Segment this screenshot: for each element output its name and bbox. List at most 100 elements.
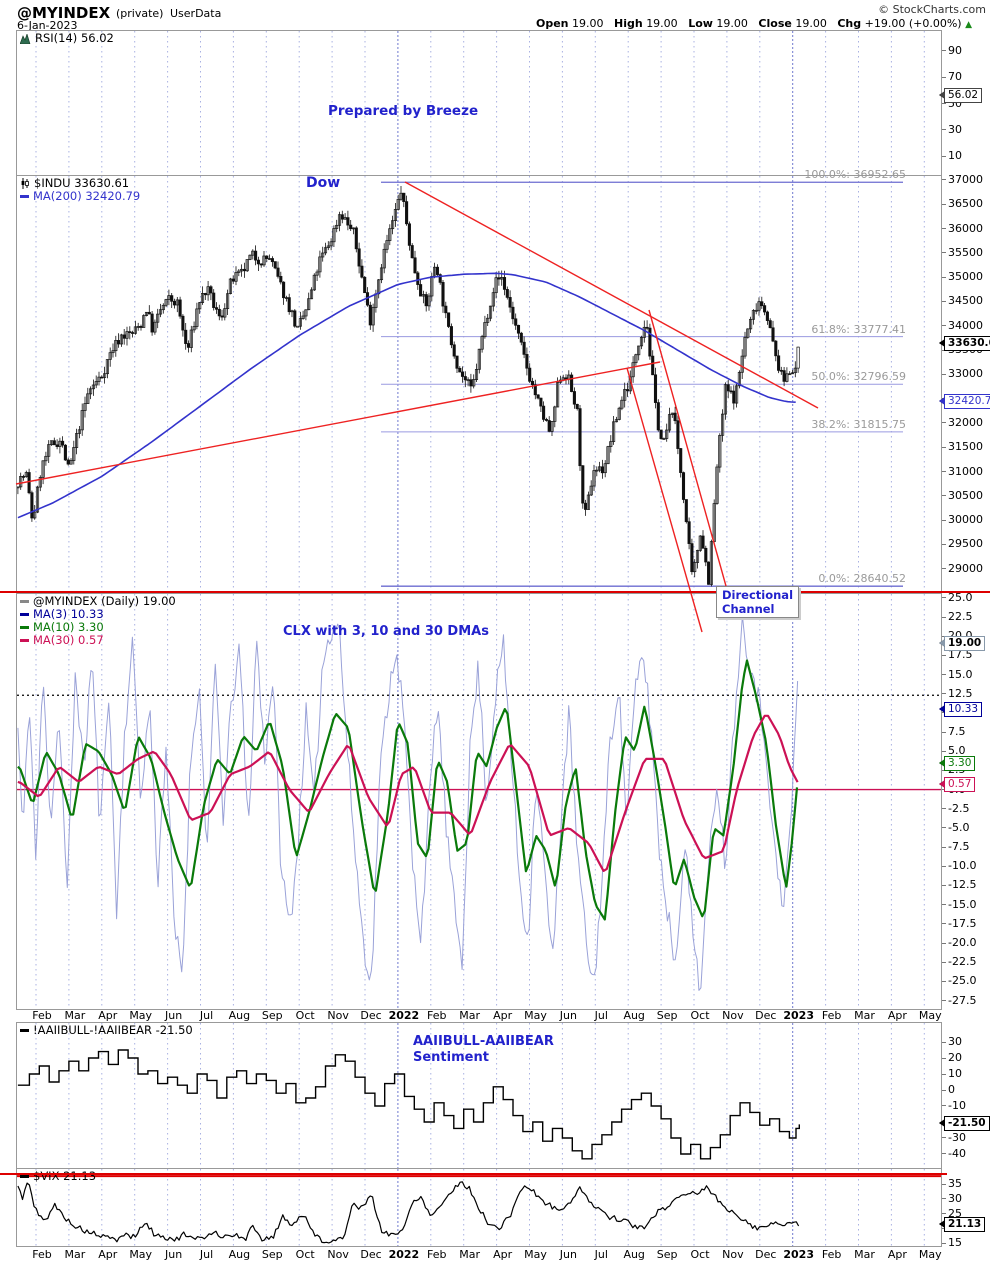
main-value-callout: 33630.61: [938, 335, 990, 351]
aaii-panel: [16, 1022, 942, 1170]
rsi-ytick: 10: [942, 149, 962, 162]
aaii-ytick: 10: [942, 1067, 962, 1080]
low-value: 19.00: [716, 17, 748, 30]
month-label-apr: Apr: [98, 1248, 118, 1261]
callout-notch: [939, 338, 945, 347]
clx-ytick: -17.5: [942, 917, 976, 930]
fib-label: 61.8%: 33777.41: [811, 322, 906, 336]
clx-ytick: 5.0: [942, 744, 966, 757]
symbol-privacy: (private): [116, 7, 164, 20]
symbol-title: @MYINDEX: [17, 4, 111, 22]
legend-text: $VIX 21.13: [33, 1169, 97, 1183]
main-ytick: 34500: [942, 294, 983, 307]
month-label-aug: Aug: [623, 1009, 645, 1022]
open-value: 19.00: [572, 17, 604, 30]
month-label-aug: Aug: [228, 1009, 251, 1022]
month-axis-top: Feb Mar Apr May Jun Jul Aug Sep Oct Nov Dec 2022 Feb…: [16, 1008, 941, 1022]
month-label-jun: Jun: [559, 1248, 577, 1261]
main-legend-swatch: [20, 195, 29, 198]
main-ytick: 37000: [942, 173, 983, 186]
channel-label-line1: Directional: [722, 588, 794, 602]
month-label-aug: Aug: [623, 1248, 645, 1261]
directional-channel-callout: Directional Channel: [716, 586, 800, 618]
month-label-oct: Oct: [295, 1248, 315, 1261]
month-label-dec: Dec: [360, 1009, 382, 1022]
clx-ytick: -2.5: [942, 802, 969, 815]
dow-annotation: Dow: [306, 175, 341, 191]
clx-legend-swatch: [20, 626, 29, 629]
clx-ytick: 15.0: [942, 668, 973, 681]
vix-ytick: 35: [942, 1177, 962, 1190]
clx-value-callout: 3.30: [938, 756, 976, 772]
main-ytick: 32000: [942, 416, 983, 429]
clx-ytick: -25.0: [942, 974, 976, 987]
close-label: Close: [758, 17, 792, 30]
month-label-may: May: [129, 1248, 153, 1261]
clx-plot: [17, 594, 941, 1009]
month-label-2023: 2023: [783, 1009, 814, 1022]
clx-ytick: -5.0: [942, 821, 969, 834]
callout-notch: [939, 705, 945, 714]
area-icon: [19, 32, 31, 44]
clx-legend: @MYINDEX (Daily) 19.00 MA(3) 10.33 MA(10) …: [20, 595, 176, 647]
high-label: High: [614, 17, 643, 30]
clx-ytick: 17.5: [942, 648, 973, 661]
rsi-legend-row: RSI(14) 56.02: [19, 31, 114, 45]
month-label-nov: Nov: [327, 1248, 349, 1261]
month-label-2023: 2023: [783, 1248, 814, 1261]
close-value: 19.00: [795, 17, 827, 30]
month-label-dec: Dec: [755, 1248, 777, 1261]
clx-value-callout: 19.00: [938, 635, 986, 651]
main-ytick: 35500: [942, 246, 983, 259]
month-label-sep: Sep: [656, 1009, 678, 1022]
legend-text: MA(3) 10.33: [33, 607, 104, 621]
month-label-jul: Jul: [199, 1009, 214, 1022]
clx-panel: [16, 593, 942, 1010]
clx-ytick: -15.0: [942, 898, 976, 911]
main-ytick: 36000: [942, 222, 983, 235]
clx-legend-row: MA(10) 3.30: [20, 621, 176, 634]
aaii-ytick: 30: [942, 1035, 962, 1048]
rsi-plot: [35, 31, 925, 176]
month-label-sep: Sep: [261, 1009, 283, 1022]
vix-legend: $VIX 21.13: [20, 1170, 96, 1183]
month-label-jul: Jul: [594, 1009, 608, 1022]
month-label-feb: Feb: [32, 1009, 52, 1022]
month-label-mar: Mar: [64, 1248, 86, 1261]
legend-text: RSI(14) 56.02: [35, 31, 114, 45]
channel-label-line2: Channel: [722, 602, 775, 616]
callout-notch: [939, 759, 945, 768]
main-ytick: 31000: [942, 465, 983, 478]
open-label: Open: [535, 17, 569, 30]
main-ytick: 30500: [942, 489, 983, 502]
month-label-nov: Nov: [327, 1009, 349, 1022]
candlestick-icon: [20, 178, 30, 189]
fib-label: 100.0%: 36952.65: [804, 168, 906, 182]
month-label-sep: Sep: [656, 1248, 678, 1261]
month-label-may: May: [129, 1009, 153, 1022]
month-label-oct: Oct: [295, 1009, 315, 1022]
change-up-icon: ▲: [965, 20, 972, 30]
aaii-ytick: 0: [942, 1083, 955, 1096]
main-legend: $INDU 33630.61 MA(200) 32420.79: [20, 177, 140, 203]
clx-value-callout: 10.33: [938, 702, 983, 718]
rsi-value-callout: 56.02: [938, 87, 983, 103]
legend-text: !AAIIBULL-!AAIIBEAR -21.50: [33, 1023, 193, 1037]
aaii-legend-row: !AAIIBULL-!AAIIBEAR -21.50: [20, 1024, 193, 1037]
main-ytick: 34000: [942, 319, 983, 332]
clx-legend-swatch: [20, 600, 29, 603]
clx-ytick: -22.5: [942, 955, 976, 968]
legend-text: MA(200) 32420.79: [33, 189, 141, 203]
month-label-apr: Apr: [493, 1248, 513, 1261]
clx-ytick: -20.0: [942, 936, 976, 949]
main-value-callout: 32420.79: [938, 394, 990, 410]
month-label-feb: Feb: [821, 1009, 842, 1022]
main-legend-row: MA(200) 32420.79: [20, 190, 140, 203]
month-label-sep: Sep: [261, 1248, 283, 1261]
main-plot: [17, 176, 925, 593]
month-label-mar: Mar: [459, 1009, 481, 1022]
rsi-ytick: 70: [942, 70, 962, 83]
month-label-may: May: [524, 1248, 547, 1261]
aaii-legend-swatch: [20, 1029, 29, 1032]
